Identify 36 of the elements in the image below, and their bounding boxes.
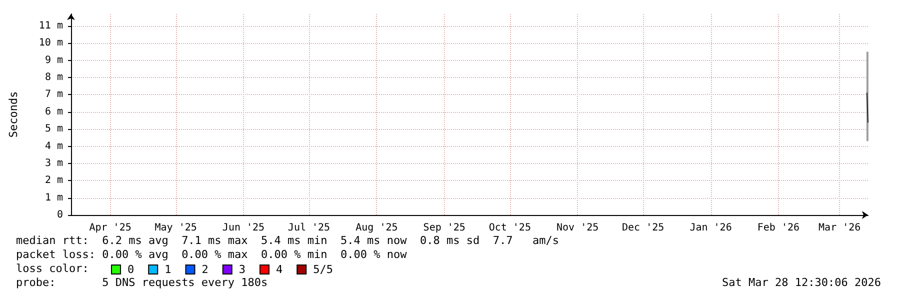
legend-label: 5/5	[313, 263, 333, 276]
y-tick-label: 2 m	[44, 175, 63, 186]
legend-title: loss color:	[16, 262, 89, 275]
x-tick-label: Mar '26	[818, 222, 861, 234]
y-tick-label: 9 m	[44, 54, 63, 66]
y-tick-label: 1 m	[44, 192, 63, 204]
x-tick-label: Apr '25	[89, 222, 132, 234]
x-tick-label: Jan '26	[690, 222, 732, 234]
y-tick-label: 7 m	[44, 89, 63, 100]
y-tick-label: 4 m	[44, 140, 63, 152]
text: Sat Mar 28 12:30:06 2026	[722, 276, 881, 289]
y-tick-label: 3 m	[44, 158, 63, 169]
x-tick-label: Sep '25	[423, 222, 466, 234]
y-tick-label: 0	[56, 210, 63, 220]
x-tick-label: May '25	[154, 222, 197, 234]
x-tick-label: Nov '25	[556, 222, 599, 234]
x-tick-label: Oct '25	[488, 222, 531, 234]
text: probe: 5 DNS requests every 180s	[16, 276, 268, 289]
legend-label: 1	[164, 263, 172, 276]
x-tick-label: Feb '26	[757, 222, 800, 234]
y-axis-title: Seconds	[7, 91, 20, 138]
y-tick-label: 8 m	[44, 72, 63, 84]
legend-label: 2	[202, 263, 208, 276]
legend-label: 0	[128, 263, 134, 276]
y-tick-label: 6 m	[44, 106, 63, 118]
x-tick-label: Jun '25	[222, 222, 265, 234]
text: median rtt: 6.2 ms avg 7.1 ms max 5.4 ms min 5.4 ms now 0.8 ms sd 7.7 am/s	[16, 234, 560, 247]
x-tick-label: Jul '25	[288, 222, 330, 234]
text: packet loss: 0.00 % avg 0.00 % max 0.00 % min 0.00 % now	[16, 248, 407, 261]
x-tick-label: Aug '25	[356, 222, 398, 234]
x-tick-label: Dec '25	[622, 222, 664, 234]
legend-label: 3	[238, 263, 246, 276]
y-tick-label: 5 m	[44, 124, 63, 135]
y-tick-label: 10 m	[38, 38, 63, 49]
y-tick-label: 11 m	[38, 20, 63, 32]
legend-label: 4	[276, 263, 283, 276]
